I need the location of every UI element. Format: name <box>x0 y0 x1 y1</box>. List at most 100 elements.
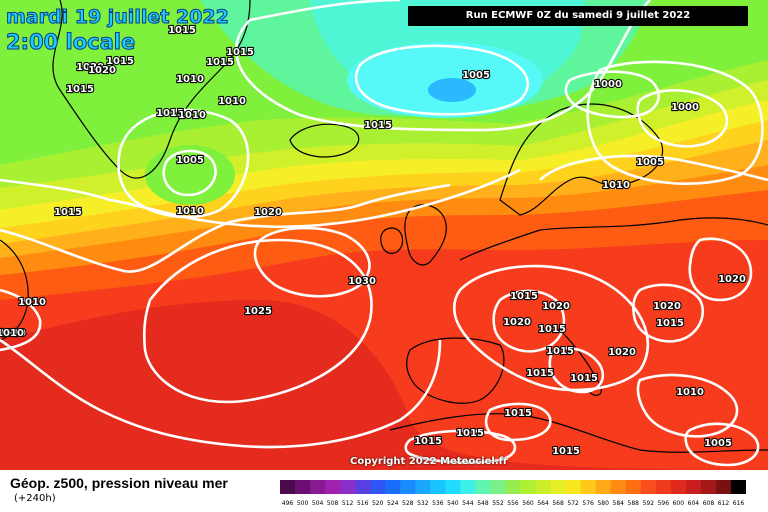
isobar-label: 1020 <box>76 62 104 73</box>
isobars <box>0 0 768 467</box>
legend-swatch <box>280 480 296 494</box>
isobar-label: 1005 <box>704 438 732 449</box>
isobar-label: 1015 <box>156 108 184 119</box>
legend-swatch <box>370 480 386 494</box>
field-deep-red-atlantic <box>136 306 362 463</box>
legend-swatch <box>490 480 506 494</box>
legend-tick-label: 508 <box>327 500 339 507</box>
isobar-label: 1005 <box>636 157 664 168</box>
isobar-label: 1010 <box>178 110 206 121</box>
coast-labrador <box>0 239 29 341</box>
legend-tick-label: 572 <box>567 500 579 507</box>
legend-tick-label: 528 <box>402 500 414 507</box>
isobar-1010-east <box>539 154 768 182</box>
legend-tick-label: 524 <box>387 500 399 507</box>
legend-swatch <box>385 480 401 494</box>
isobar-1030-high <box>253 226 371 298</box>
isobar-1015-europe <box>492 289 566 353</box>
isobar-label: 1010 <box>18 297 46 308</box>
isobar-label: 1010 <box>218 96 246 107</box>
isobar-1000-scand <box>564 70 660 119</box>
legend-swatch <box>625 480 642 494</box>
legend-swatch <box>565 480 582 494</box>
legend-swatch <box>715 480 732 494</box>
legend-tick-label: 500 <box>297 500 309 507</box>
legend-tick-label: 496 <box>282 500 294 507</box>
forecast-date: mardi 19 juillet 2022 <box>6 6 230 29</box>
legend-swatch <box>415 480 431 494</box>
legend-swatch <box>640 480 657 494</box>
legend-swatch <box>655 480 672 494</box>
copyright-notice: Copyright 2022 Meteociel.fr <box>350 456 508 467</box>
coast-europe <box>459 217 768 261</box>
isobar-label: 1025 <box>244 306 272 317</box>
isobar-1010-balkan <box>636 373 739 438</box>
isobar-label: 1020 <box>653 301 681 312</box>
isobar-1010-west <box>117 108 250 219</box>
isobar-1005-turkey <box>684 422 760 467</box>
isobar-1020-south <box>0 338 442 449</box>
isobar-label: 1015 <box>504 408 532 419</box>
isobar-1005-east <box>586 60 764 185</box>
legend-swatch <box>445 480 461 494</box>
isobar-1010-newfoundland <box>0 288 42 352</box>
legend-swatch <box>595 480 612 494</box>
isobar-label: 1010 <box>0 328 26 339</box>
isobar-1025-high <box>142 238 373 404</box>
legend-tick-label: 612 <box>718 500 730 507</box>
isobar-label: 1010 <box>176 74 204 85</box>
isobar-label: 1020 <box>608 347 636 358</box>
run-info-box: Run ECMWF 0Z du samedi 9 juillet 2022 <box>408 6 748 26</box>
legend-tick-label: 600 <box>673 500 685 507</box>
legend-swatch <box>700 480 717 494</box>
isobar-label: 1015 <box>168 25 196 36</box>
legend-swatch <box>610 480 627 494</box>
legend-swatch <box>730 480 746 494</box>
isobar-label: 1005 <box>176 155 204 166</box>
isobar-label: 1015 <box>456 428 484 439</box>
legend-tick-label: 584 <box>613 500 625 507</box>
legend-tick-label: 608 <box>703 500 715 507</box>
legend-footer: Géop. z500, pression niveau mer (+240h) … <box>0 470 768 512</box>
isobar-label: 1015 <box>106 56 134 67</box>
legend-tick-label: 544 <box>462 500 474 507</box>
isobar-label: 1020 <box>503 317 531 328</box>
legend-tick-label: 596 <box>658 500 670 507</box>
legend-tick-label: 552 <box>492 500 504 507</box>
isobar-1020-east <box>632 283 705 343</box>
product-title: Géop. z500, pression niveau mer <box>10 475 228 491</box>
isobar-label: 1010 <box>676 387 704 398</box>
isobar-1020-mid <box>0 183 451 273</box>
legend-swatch <box>355 480 371 494</box>
legend-swatch <box>550 480 567 494</box>
color-scale-legend: 496 500 504 508 512 516 520 524 528 532 536 540 544 5… <box>280 480 746 507</box>
isobar-label: 1015 <box>364 120 392 131</box>
isobar-label: 1020 <box>718 274 746 285</box>
geopotential-map: 1015101510151020102010151015101010151010… <box>0 0 768 470</box>
legend-tick-label: 564 <box>537 500 549 507</box>
coast-greenland <box>52 0 251 179</box>
legend-swatch <box>475 480 491 494</box>
isobar-1015-west <box>0 168 521 229</box>
legend-swatch <box>520 480 537 494</box>
legend-tick-label: 580 <box>597 500 609 507</box>
legend-swatch <box>505 480 522 494</box>
isobar-label: 1000 <box>594 79 622 90</box>
isobar-label: 1010 <box>0 328 24 339</box>
isobar-1005-west-low <box>162 149 217 197</box>
coast-britain <box>404 204 447 266</box>
legend-tick-label: 576 <box>582 500 594 507</box>
isobar-label: 1000 <box>671 102 699 113</box>
legend-swatch <box>310 480 326 494</box>
isobar-label: 1015 <box>538 324 566 335</box>
isobar-label: 1015 <box>526 368 554 379</box>
isobar-label: 1030 <box>348 276 376 287</box>
isobar-1015-africa <box>404 429 517 464</box>
isobar-label: 1020 <box>88 65 116 76</box>
legend-tick-label: 516 <box>357 500 369 507</box>
isobar-label: 1015 <box>54 207 82 218</box>
coast-ireland <box>380 227 404 254</box>
legend-tick-label: 512 <box>342 500 354 507</box>
legend-swatch <box>400 480 416 494</box>
